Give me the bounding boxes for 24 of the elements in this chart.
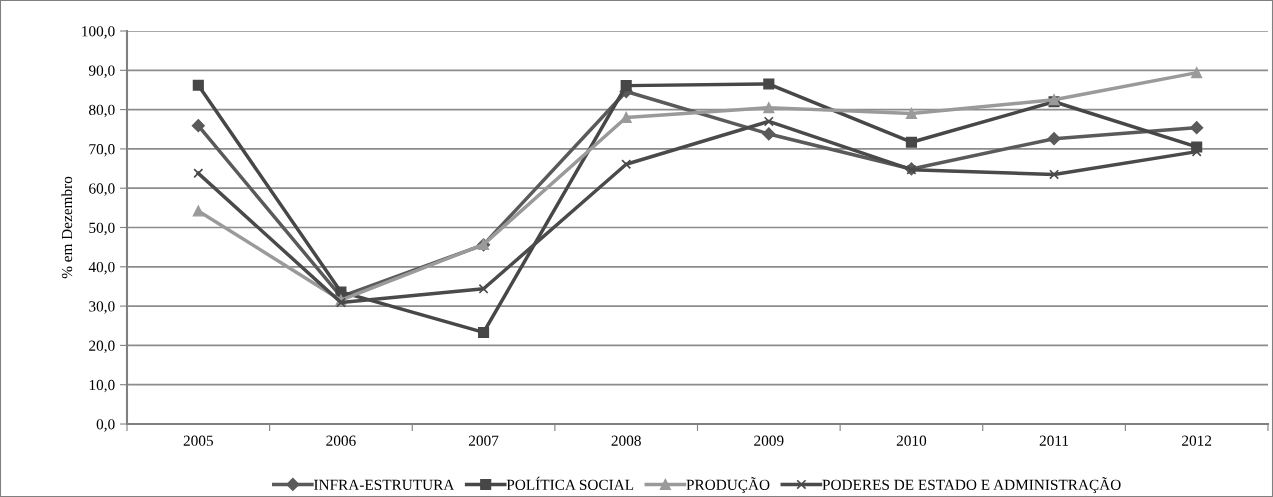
y-tick-label: 50,0: [89, 222, 115, 236]
y-tick-label: 100,0: [82, 26, 115, 39]
x-tick-label: 2008: [611, 435, 641, 446]
x-tick-label: 2005: [183, 435, 213, 446]
x-tick-label: 2009: [754, 435, 784, 446]
x-tick-label: 2012: [1182, 435, 1212, 446]
y-tick-label: 0,0: [96, 419, 115, 432]
y-tick-label: 10,0: [89, 379, 115, 393]
y-tick-label: 60,0: [89, 183, 115, 196]
y-axis-title: % em Dezembro: [61, 176, 73, 279]
y-tick-label: 90,0: [88, 65, 115, 78]
legend-label: INFRA-ESTRUTURA: [314, 479, 455, 490]
y-tick-label: 70,0: [89, 144, 115, 157]
legend-label: PRODUÇÃO: [686, 477, 770, 494]
x-tick-label: 2010: [896, 435, 927, 446]
x-tick-label: 2011: [1039, 435, 1069, 446]
y-tick-label: 40,0: [88, 261, 115, 275]
x-tick-label: 2007: [468, 435, 499, 446]
legend-label: PODERES DE ESTADO E ADMINISTRAÇÃO: [822, 477, 1121, 494]
y-tick-label: 20,0: [89, 340, 115, 354]
legend-label: POLÍTICA SOCIAL: [506, 476, 634, 490]
y-tick-label: 80,0: [89, 104, 115, 118]
y-tick-label: 30,0: [89, 301, 115, 314]
x-tick-label: 2006: [326, 435, 356, 446]
